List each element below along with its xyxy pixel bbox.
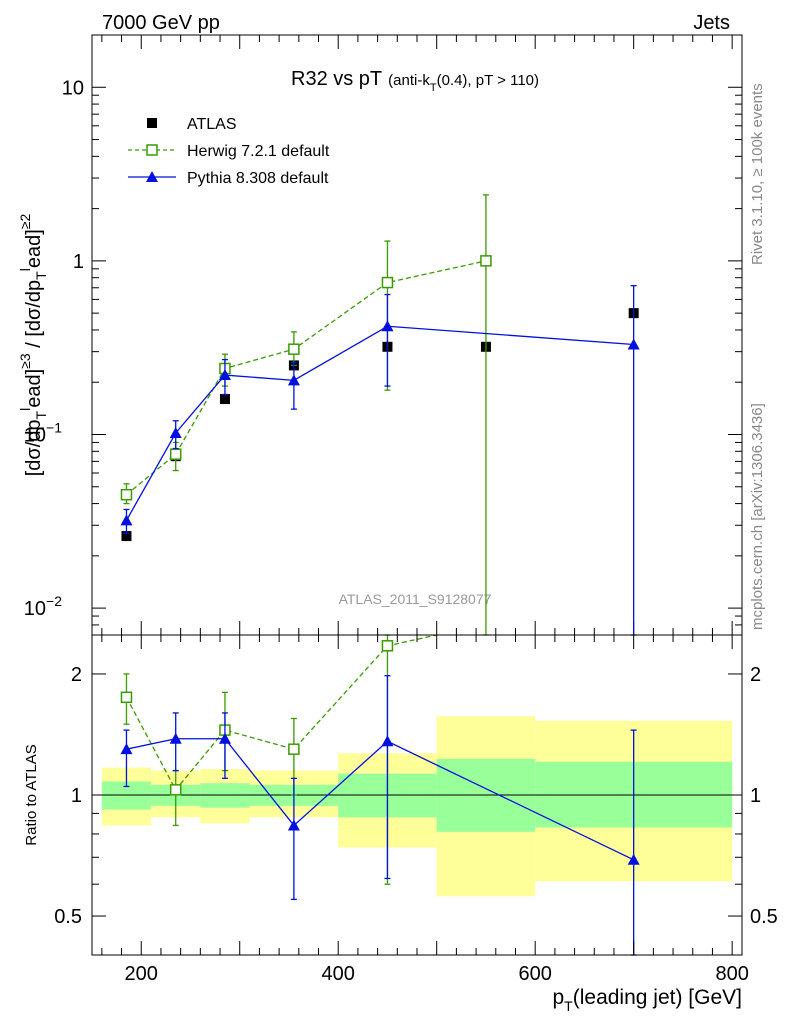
xlabel-sub: T (564, 998, 573, 1014)
main-ylabel: [dσ/dpTlead]≥3 / [dσ/dpTlead]≥2 (17, 214, 49, 477)
main-panel: R32 vs pT (anti-kT(0.4), pT > 110) ATLAS_… (17, 34, 743, 636)
pythia-ratio-point (381, 735, 394, 747)
main-y-ticks: 10−2 10−1 1 10 (24, 34, 742, 636)
xlabel-post: (leading jet) [GeV] (573, 986, 742, 1009)
herwig-ratio-point (169, 784, 182, 796)
pythia-ratio-point (218, 732, 231, 744)
herwig-point (381, 276, 394, 289)
legend-label-herwig: Herwig 7.2.1 default (187, 143, 330, 160)
pythia-ratio-line (126, 738, 634, 861)
pythia-ratio-point (287, 819, 300, 831)
herwig-point (480, 255, 492, 267)
ratio-bands (101, 716, 733, 897)
atlas-point (121, 531, 132, 542)
main-series (120, 194, 640, 636)
ratio-y-tick-label: 2 (750, 664, 761, 686)
pythia-point (627, 338, 640, 350)
pythia-point (287, 374, 300, 386)
atlas-point (219, 394, 230, 405)
ratio-y-tick-label: 1 (750, 785, 761, 807)
pythia-point (381, 320, 394, 332)
y-tick-label: 1 (73, 251, 84, 273)
pythia-ratio-point (120, 743, 133, 755)
title-main: R32 vs pT (291, 68, 382, 90)
legend-marker-pythia (146, 171, 158, 182)
pythia-line (125, 325, 634, 521)
x-tick-label: 200 (125, 963, 158, 985)
herwig-ratio-point (288, 743, 300, 755)
source-label: mcplots.cern.ch [arXiv:1306.3436] (749, 403, 766, 630)
main-x-ticks (101, 35, 733, 635)
legend-marker-atlas (147, 118, 157, 128)
main-ylabel-text: [dσ/dpTlead]≥3 / [dσ/dpTlead]≥2 (17, 214, 49, 477)
watermark: ATLAS_2011_S9128077 (339, 591, 492, 607)
herwig-point (120, 488, 133, 501)
main-title: R32 vs pT (anti-kT(0.4), pT > 110) (291, 68, 539, 94)
pythia-point (218, 369, 231, 381)
ratio-y-tick-label: 1 (71, 785, 82, 807)
pythia-point (169, 426, 182, 438)
pythia-ratio-point (627, 853, 640, 865)
title-sub: (anti-k (388, 72, 430, 89)
ratio-x-ticks: 200 400 600 800 (101, 635, 749, 985)
legend-label-atlas: ATLAS (187, 116, 237, 133)
pythia-point (120, 514, 133, 526)
energy-label: 7000 GeV pp (102, 12, 220, 34)
herwig-point (169, 448, 182, 460)
x-tick-label: 600 (518, 963, 551, 985)
herwig-ratio-point (120, 691, 133, 704)
ratio-y-ticks: 0.5 0.5 1 1 2 2 (54, 664, 778, 956)
ratio-ylabel: Ratio to ATLAS (23, 744, 40, 845)
pythia-ratio-point (169, 732, 182, 744)
ratio-y-tick-label: 2 (71, 664, 82, 686)
xlabel-pre: p (552, 986, 564, 1009)
title-sub-sub: T (430, 82, 437, 94)
legend-label-pythia: Pythia 8.308 default (187, 170, 329, 187)
rivet-label: Rivet 3.1.10, ≥ 100k events (749, 83, 766, 265)
x-tick-label: 800 (715, 963, 748, 985)
x-axis-label: pT(leading jet) [GeV] (552, 986, 742, 1014)
herwig-point (288, 343, 300, 355)
legend: ATLAS Herwig 7.2.1 default Pythia 8.308 … (128, 116, 330, 187)
ratio-y-tick-label: 0.5 (750, 906, 778, 928)
herwig-ratio-point (381, 640, 394, 652)
herwig-ratio-line (125, 634, 437, 792)
y-tick-label: 10−1 (24, 419, 62, 446)
legend-marker-herwig (146, 144, 158, 156)
y-tick-label: 10 (62, 77, 84, 99)
ratio-panel: 0.5 0.5 1 1 2 2 200 400 600 800 Ratio to ATLAS p… (23, 634, 778, 1014)
ratio-y-tick-label: 0.5 (54, 906, 82, 928)
title-sub-post: (0.4), pT > 110) (437, 72, 539, 89)
y-tick-label: 10−2 (24, 593, 62, 620)
process-label: Jets (693, 12, 730, 34)
x-tick-label: 400 (322, 963, 355, 985)
